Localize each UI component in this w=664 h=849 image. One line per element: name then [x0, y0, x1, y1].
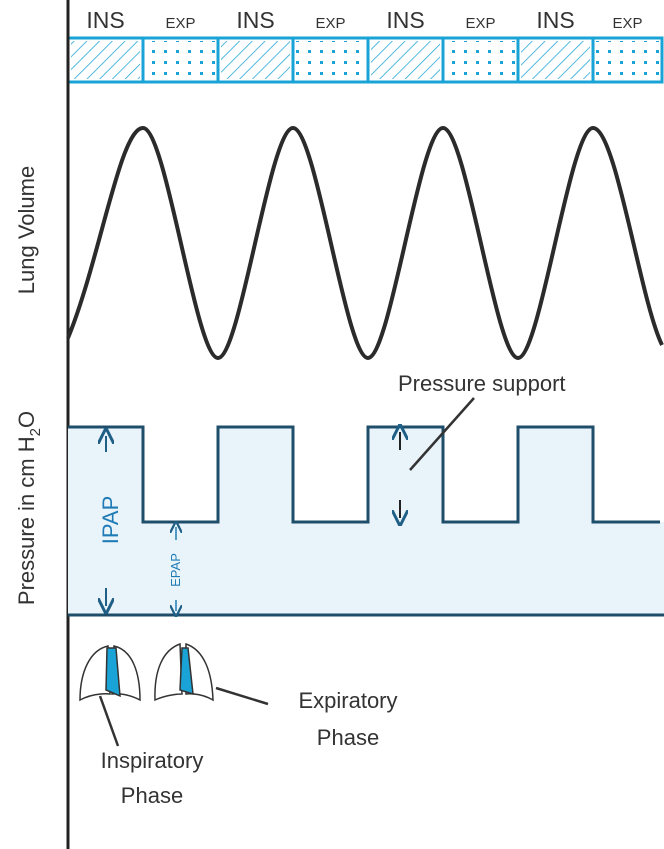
lung-icon: [155, 644, 213, 700]
phase-pattern: [446, 41, 515, 79]
annotation: Phase: [121, 783, 183, 808]
phase-pattern: [521, 41, 590, 79]
epap-label: EPAP: [168, 553, 183, 587]
phase-pattern: [596, 41, 659, 79]
phase-bar: INS EXP INS EXP INS EXP INS EXP: [68, 7, 662, 82]
leader-line: [216, 688, 268, 704]
phase-label: EXP: [315, 15, 345, 32]
annotation: Phase: [317, 725, 379, 750]
phase-pattern: [296, 41, 365, 79]
annotation: Expiratory: [298, 688, 397, 713]
leader-line: [100, 696, 118, 746]
y-label: Pressure in cm H2O: [14, 411, 44, 605]
phase-label: EXP: [465, 15, 495, 32]
annotation: Inspiratory: [101, 748, 204, 773]
phase-pattern: [371, 41, 440, 79]
diagram: INS EXP INS EXP INS EXP INS EXP Lung Volume Pre…: [0, 0, 664, 849]
phase-pattern: [221, 41, 290, 79]
ipap-label: IPAP: [98, 496, 123, 545]
phase-pattern: [146, 41, 215, 79]
annotation: Pressure support: [398, 371, 566, 396]
lung-icon: [80, 646, 140, 700]
phase-label: INS: [236, 7, 274, 33]
phase-label: INS: [86, 7, 124, 33]
phase-label: EXP: [612, 15, 642, 32]
y-label: Lung Volume: [14, 166, 39, 294]
lung-volume-wave: [68, 128, 662, 358]
phase-pattern: [71, 41, 140, 79]
phase-label: EXP: [165, 15, 195, 32]
phase-label: INS: [536, 7, 574, 33]
phase-label: INS: [386, 7, 424, 33]
